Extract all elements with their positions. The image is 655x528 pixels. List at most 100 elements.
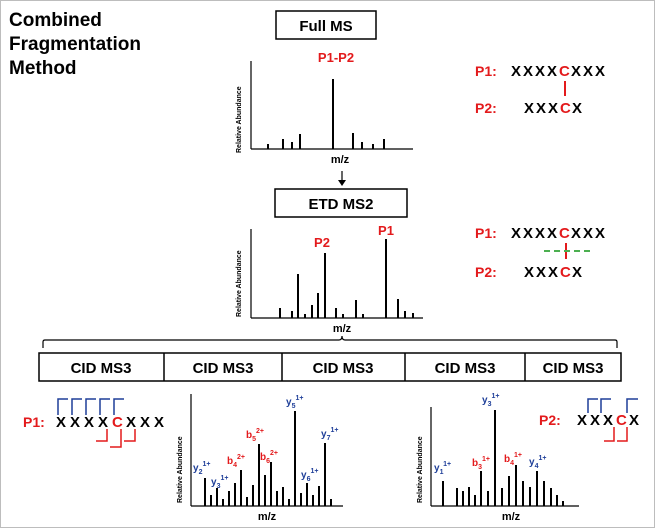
cid-right-x-label: m/z (502, 511, 521, 523)
ion-label-b4-right: b41+ (504, 452, 522, 467)
full-ms-label: Full MS (299, 18, 352, 35)
linked-peptides-top: P1: X X X X C X X X P2: X X X C X (475, 63, 605, 117)
svg-text:X: X (84, 414, 94, 431)
cid-left-y-label: Relative Abundance (177, 436, 184, 503)
svg-text:X: X (572, 264, 582, 281)
p1-label-etd: P1: (475, 225, 497, 241)
svg-text:X: X (56, 414, 66, 431)
p2-label-cid: P2: (539, 412, 561, 428)
svg-text:X: X (603, 412, 613, 429)
p1-cysteine-etd: C (559, 225, 570, 242)
svg-text:X: X (535, 63, 545, 80)
svg-text:X: X (583, 225, 593, 242)
down-arrow (338, 171, 346, 186)
linked-peptides-etd: P1: X X X X C X X X P2: X X X C X (475, 225, 605, 281)
cid-ms3-row: CID MS3 CID MS3 CID MS3 CID MS3 CID MS3 (38, 352, 622, 382)
full-ms-y-label: Relative Abundance (236, 86, 243, 153)
svg-text:X: X (595, 63, 605, 80)
cid-box-2: CID MS3 (193, 360, 254, 377)
ion-label-y3: y31+ (211, 475, 228, 490)
p2-b-ion-marks (604, 427, 628, 442)
p2-y-ion-marks (587, 398, 638, 413)
svg-text:X: X (595, 225, 605, 242)
title-line-2: Fragmentation (9, 34, 141, 55)
p2-cysteine-cid: C (616, 412, 627, 429)
etd-ms2-label: ETD MS2 (308, 196, 373, 213)
svg-text:X: X (547, 63, 557, 80)
ion-label-y1: y11+ (434, 461, 451, 476)
p2-cysteine-top: C (560, 100, 571, 117)
svg-text:X: X (154, 414, 164, 431)
cid-spectrum-right: Relative Abundance m/z y11+ b31+ y31+ b4… (417, 393, 579, 523)
svg-text:X: X (547, 225, 557, 242)
p1-sequence-top: X X X X C X X X (511, 63, 605, 80)
svg-text:X: X (126, 414, 136, 431)
etd-x-label: m/z (333, 323, 352, 335)
cid-box-4: CID MS3 (435, 360, 496, 377)
svg-text:X: X (571, 63, 581, 80)
svg-text:X: X (70, 414, 80, 431)
svg-text:X: X (548, 264, 558, 281)
p2-label-etd: P2: (475, 264, 497, 280)
svg-text:X: X (536, 100, 546, 117)
svg-text:X: X (511, 225, 521, 242)
svg-text:X: X (140, 414, 150, 431)
svg-text:X: X (571, 225, 581, 242)
svg-text:X: X (524, 264, 534, 281)
svg-text:X: X (583, 63, 593, 80)
ion-label-y3-right: y31+ (482, 393, 499, 408)
p1-cysteine-cid: C (112, 414, 123, 431)
etd-ms2-spectrum: P2 P1 Relative Abundance m/z (236, 223, 423, 335)
svg-text:X: X (524, 100, 534, 117)
ion-label-y7: y71+ (321, 427, 338, 442)
ion-label-y6: y61+ (301, 468, 318, 483)
figure-title: Combined Fragmentation Method (9, 10, 141, 79)
svg-text:X: X (548, 100, 558, 117)
title-line-3: Method (9, 58, 77, 79)
cid-spectrum-left: Relative Abundance m/z y21+ y31+ b42+ b5… (177, 394, 343, 523)
cid-left-x-label: m/z (258, 511, 277, 523)
p2-fragmentation: P2: X X X C X (539, 398, 639, 442)
cid-right-peaks (442, 410, 564, 506)
cid-box-3: CID MS3 (313, 360, 374, 377)
svg-text:X: X (511, 63, 521, 80)
svg-text:X: X (536, 264, 546, 281)
full-ms-peak-label: P1-P2 (318, 50, 354, 65)
svg-text:X: X (577, 412, 587, 429)
ion-label-y4: y41+ (529, 455, 546, 470)
p1-b-ion-marks (96, 429, 136, 448)
ion-label-b6: b62+ (260, 450, 278, 465)
cid-box-5: CID MS3 (543, 360, 604, 377)
svg-text:X: X (535, 225, 545, 242)
p1-sequence-etd: X X X X C X X X (511, 225, 605, 242)
p2-cysteine-etd: C (560, 264, 571, 281)
p2-label-top: P2: (475, 100, 497, 116)
full-ms-x-label: m/z (331, 154, 350, 166)
svg-text:X: X (590, 412, 600, 429)
ion-label-y5: y51+ (286, 395, 303, 410)
p1-fragmentation: P1: X X X X C X X X (23, 398, 164, 448)
full-ms-spectrum: P1-P2 Relative Abundance m/z (236, 50, 413, 166)
cid-right-y-label: Relative Abundance (417, 436, 424, 503)
p1-label-top: P1: (475, 63, 497, 79)
etd-peak-label-p2: P2 (314, 235, 330, 250)
p2-sequence-top: X X X C X (524, 100, 582, 117)
svg-text:X: X (572, 100, 582, 117)
etd-peak-label-p1: P1 (378, 223, 394, 238)
full-ms-peaks (267, 79, 385, 149)
full-ms-box: Full MS (275, 10, 377, 40)
p1-y-ion-marks (57, 398, 124, 415)
svg-text:X: X (523, 225, 533, 242)
cid-box-1: CID MS3 (71, 360, 132, 377)
p2-sequence-etd: X X X C X (524, 264, 582, 281)
ion-label-y2: y21+ (193, 461, 210, 476)
ion-label-b4: b42+ (227, 454, 245, 469)
svg-text:X: X (98, 414, 108, 431)
p1-label-cid: P1: (23, 414, 45, 430)
cid-bracket (42, 335, 618, 348)
svg-text:X: X (523, 63, 533, 80)
cid-left-peaks (204, 411, 332, 506)
p1-cysteine-top: C (559, 63, 570, 80)
